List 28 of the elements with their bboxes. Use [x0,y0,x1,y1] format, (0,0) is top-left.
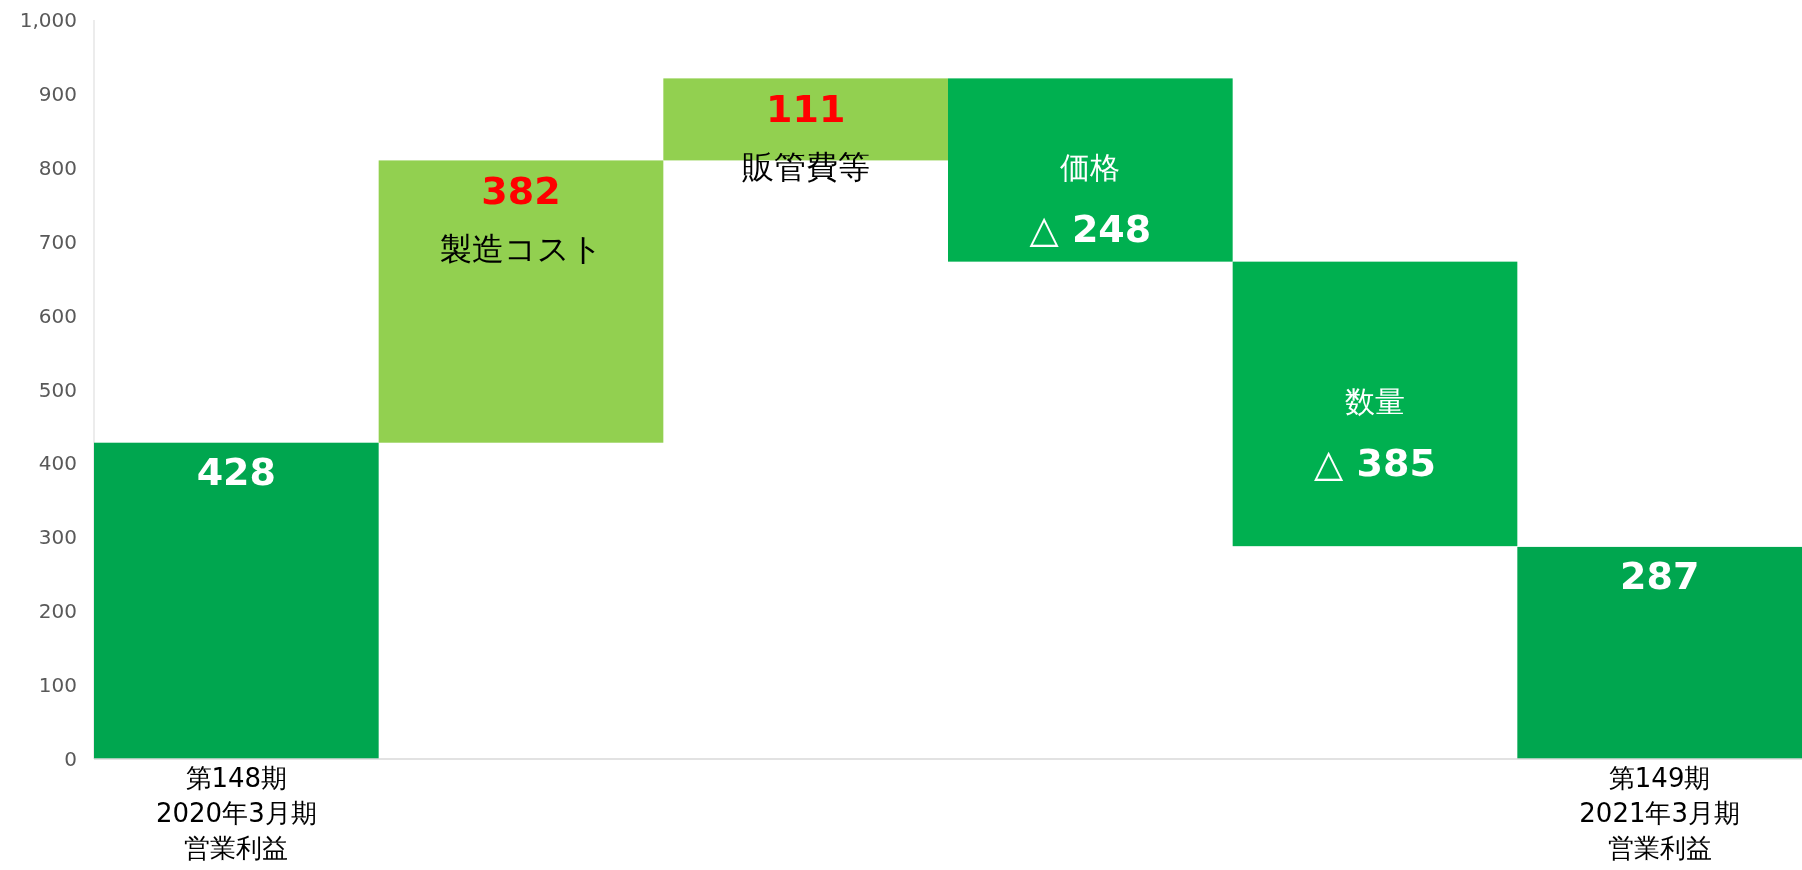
x-tick-label: 第149期2021年3月期営業利益 [1578,762,1741,865]
data-label: △ 385 [1314,440,1436,485]
bar [948,78,1233,262]
bar [378,160,664,443]
y-tick-label: 100 [38,673,77,698]
data-label: 287 [1620,553,1700,598]
y-tick-label: 500 [38,377,77,402]
y-tick-label: 300 [38,525,77,550]
y-tick-label: 800 [38,155,77,180]
y-tick-label: 400 [38,451,77,476]
data-label: 428 [196,449,276,494]
x-tick-label: 販管費等 [741,148,870,187]
x-tick-label: 価格 [1060,150,1121,186]
y-tick-label: 200 [38,599,77,624]
bar [94,442,379,759]
y-tick-label: 1,000 [19,8,77,32]
data-label: 111 [766,87,846,132]
y-tick-label: 900 [38,81,77,106]
y-tick-label: 600 [38,303,77,328]
y-tick-label: 0 [64,747,77,771]
x-tick-label: 製造コスト [439,230,603,269]
data-label: △ 248 [1029,207,1152,252]
x-tick-label: 第148期2020年3月期営業利益 [154,762,318,865]
bar [1517,546,1802,759]
data-label: 382 [481,169,561,214]
bar [1232,261,1518,547]
x-tick-label: 数量 [1345,383,1405,419]
y-tick-label: 700 [38,229,77,254]
